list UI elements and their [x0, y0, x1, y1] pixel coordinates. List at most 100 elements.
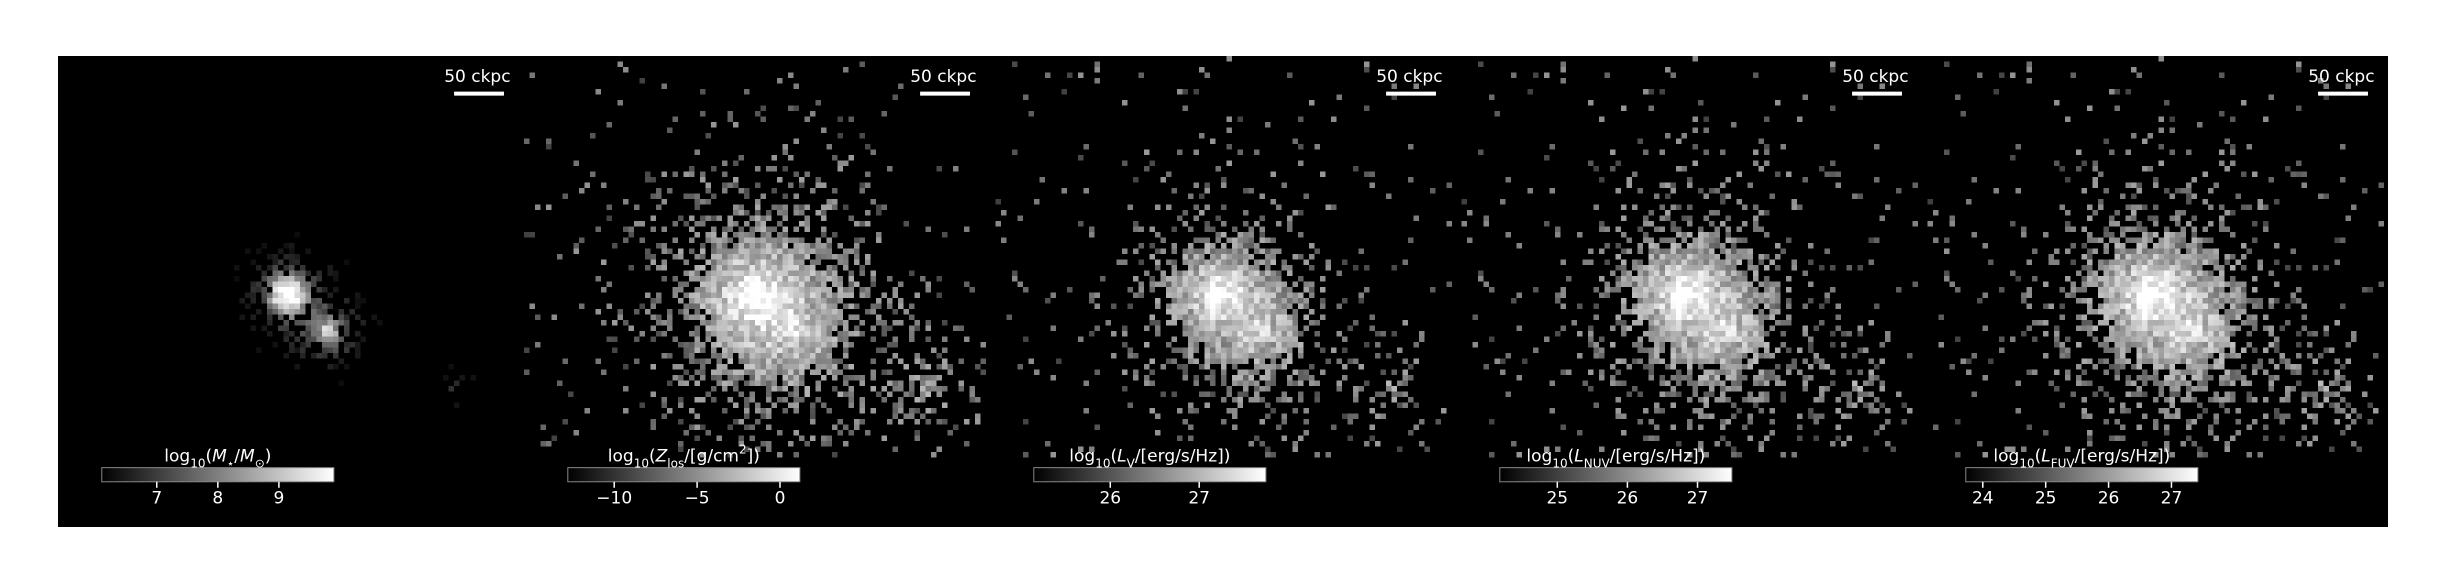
- label-part: V: [1127, 456, 1136, 470]
- pixel: [2208, 325, 2214, 331]
- pixel: [2241, 243, 2247, 249]
- pixel: [1681, 347, 1687, 353]
- pixel: [716, 342, 722, 348]
- pixel: [333, 364, 339, 370]
- pixel: [1298, 303, 1304, 309]
- pixel: [1764, 281, 1770, 287]
- pixel: [1907, 353, 1913, 359]
- pixel: [650, 391, 656, 397]
- pixel: [245, 303, 251, 309]
- pixel: [1221, 358, 1227, 364]
- pixel: [766, 441, 772, 447]
- pixel: [2114, 298, 2120, 304]
- pixel: [1248, 237, 1254, 243]
- pixel: [300, 320, 306, 326]
- pixel: [1342, 347, 1348, 353]
- pixel: [782, 314, 788, 320]
- pixel: [1698, 298, 1704, 304]
- pixel: [1287, 325, 1293, 331]
- pixel: [1648, 270, 1654, 276]
- pixel: [1353, 386, 1359, 392]
- pixel: [1171, 336, 1177, 342]
- pixel: [1643, 309, 1649, 315]
- colorbar-label: log10(Zlos/[g/cm2]): [608, 442, 760, 470]
- pixel: [1654, 336, 1660, 342]
- pixel: [1298, 232, 1304, 238]
- pixel: [766, 303, 772, 309]
- pixel: [1265, 386, 1271, 392]
- pixel: [826, 270, 832, 276]
- pixel: [1232, 292, 1238, 298]
- pixel: [1188, 435, 1194, 441]
- pixel: [2125, 408, 2131, 414]
- pixel: [1265, 402, 1271, 408]
- pixel: [650, 336, 656, 342]
- pixel: [1237, 303, 1243, 309]
- pixel: [1369, 424, 1375, 430]
- pixel: [2307, 413, 2313, 419]
- pixel: [1254, 259, 1260, 265]
- pixel: [1703, 265, 1709, 271]
- pixel: [837, 292, 843, 298]
- pixel: [689, 424, 695, 430]
- pixel: [1270, 336, 1276, 342]
- pixel: [1478, 149, 1484, 155]
- pixel: [782, 325, 788, 331]
- pixel: [2136, 375, 2142, 381]
- pixel: [1654, 320, 1660, 326]
- colorbar-label: log10(LV/[erg/s/Hz]): [1069, 446, 1230, 470]
- pixel: [722, 182, 728, 188]
- pixel: [2147, 309, 2153, 315]
- pixel: [2153, 204, 2159, 210]
- pixel: [1171, 276, 1177, 282]
- pixel: [799, 364, 805, 370]
- pixel: [1775, 303, 1781, 309]
- pixel: [1193, 248, 1199, 254]
- pixel: [628, 232, 634, 238]
- pixel: [2081, 226, 2087, 232]
- pixel: [782, 320, 788, 326]
- pixel: [1193, 215, 1199, 221]
- pixel: [744, 292, 750, 298]
- pixel: [2235, 369, 2241, 375]
- pixel: [1824, 248, 1830, 254]
- pixel: [1687, 353, 1693, 359]
- pixel: [711, 254, 717, 260]
- pixel: [1056, 358, 1062, 364]
- pixel: [1747, 331, 1753, 337]
- pixel: [1938, 342, 1944, 348]
- pixel: [810, 408, 816, 414]
- pixel: [766, 226, 772, 232]
- pixel: [661, 320, 667, 326]
- pixel: [782, 353, 788, 359]
- pixel: [727, 375, 733, 381]
- pixel: [1193, 309, 1199, 315]
- pixel: [2164, 441, 2170, 447]
- pixel: [1232, 413, 1238, 419]
- pixel: [1852, 402, 1858, 408]
- pixel: [2285, 166, 2291, 172]
- pixel: [1698, 424, 1704, 430]
- pixel: [859, 380, 865, 386]
- pixel: [854, 243, 860, 249]
- pixel: [2268, 298, 2274, 304]
- pixel: [843, 160, 849, 166]
- pixel: [1489, 94, 1495, 100]
- pixel: [2230, 265, 2236, 271]
- pixel: [1764, 397, 1770, 403]
- pixel: [1731, 402, 1737, 408]
- pixel: [2186, 309, 2192, 315]
- pixel: [1221, 232, 1227, 238]
- pixel: [1725, 331, 1731, 337]
- pixel: [1786, 369, 1792, 375]
- pixel: [1610, 270, 1616, 276]
- pixel: [744, 309, 750, 315]
- pixel: [661, 226, 667, 232]
- pixel: [2109, 435, 2115, 441]
- pixel: [661, 413, 667, 419]
- pixel: [1852, 193, 1858, 199]
- pixel: [1681, 320, 1687, 326]
- pixel: [1874, 237, 1880, 243]
- pixel: [1325, 259, 1331, 265]
- pixel: [777, 287, 783, 293]
